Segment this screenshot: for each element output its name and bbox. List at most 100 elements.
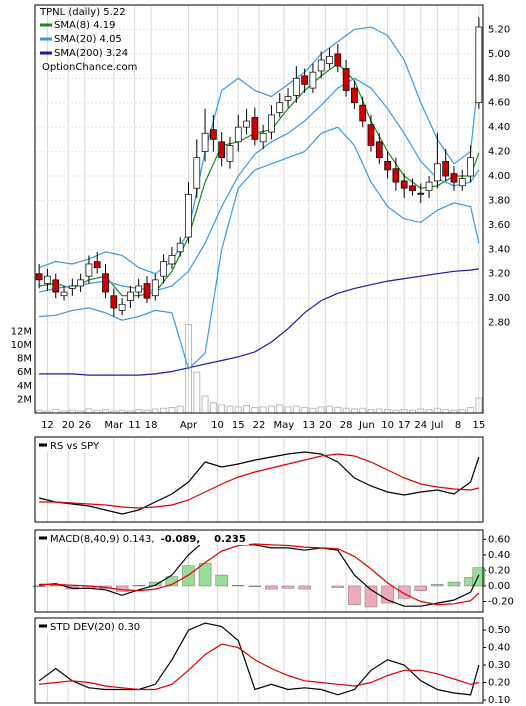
- x-tick-label: 10: [381, 420, 394, 431]
- y-tick-label: 0.20: [488, 565, 510, 576]
- volume-bar: [226, 405, 234, 414]
- volume-bar: [201, 395, 209, 414]
- candle-body: [284, 96, 292, 101]
- x-tick-label: Jun: [358, 420, 375, 431]
- y2-tick-label: 12M: [11, 326, 32, 337]
- candle-body: [434, 163, 441, 182]
- y-tick-label: 3.00: [488, 293, 510, 304]
- volume-bar: [292, 405, 300, 414]
- volume-bar: [193, 371, 201, 414]
- candle-body: [77, 279, 84, 287]
- panel-frame: [34, 4, 484, 414]
- histogram-bar: [248, 585, 262, 587]
- y2-tick-label: 2M: [17, 394, 32, 405]
- histogram-bar: [215, 574, 228, 587]
- histogram-bar: [281, 585, 295, 589]
- candle-body: [259, 132, 267, 143]
- legend-value: 0.235: [214, 534, 246, 545]
- histogram-bar: [431, 584, 444, 587]
- y-tick-label: 0.00: [488, 581, 510, 592]
- candle-body: [93, 261, 101, 268]
- volume-bar: [442, 409, 450, 414]
- candle-body: [442, 161, 450, 177]
- candle-body: [85, 263, 93, 277]
- candle-body: [68, 285, 76, 289]
- candle-body: [292, 77, 300, 96]
- volume-bar: [209, 402, 217, 414]
- series-line: [39, 539, 480, 607]
- y-tick-label: 4.20: [488, 147, 510, 158]
- histogram-bar: [182, 565, 195, 587]
- chart-title: TPNL (daily) 5.22: [39, 7, 126, 18]
- candle-body: [276, 102, 284, 113]
- y-tick-label: -0.20: [488, 597, 514, 608]
- annotation: OptionChance.com: [42, 62, 137, 73]
- histogram-bar: [32, 585, 46, 587]
- y-tick-label: 4.40: [488, 122, 510, 133]
- candle-body: [193, 157, 201, 189]
- legend-background: [36, 619, 150, 633]
- y-tick-label: 3.20: [488, 269, 510, 280]
- volume-bar: [102, 409, 110, 414]
- x-tick-label: 8: [455, 420, 461, 431]
- chart-title: MACD(8,40,9) 0.143,: [50, 534, 155, 545]
- y-tick-label: 4.60: [488, 98, 510, 109]
- legend-label: SMA(200) 3.24: [54, 48, 128, 59]
- candle-body: [475, 26, 483, 104]
- y-tick-label: 4.80: [488, 73, 510, 84]
- candle-body: [458, 178, 466, 187]
- x-tick-label: 15: [232, 420, 245, 431]
- candle-body: [326, 55, 333, 64]
- candle-body: [243, 120, 250, 128]
- candle-body: [342, 68, 350, 91]
- y-tick-label: 4.00: [488, 171, 510, 182]
- volume-bar: [85, 408, 93, 414]
- candle-body: [185, 193, 192, 238]
- volume-bar: [243, 405, 251, 414]
- panel-frame: [34, 436, 484, 523]
- volume-bar: [52, 409, 60, 414]
- histogram-bar: [298, 585, 311, 590]
- y-tick-label: 0.60: [488, 534, 510, 545]
- x-tick-label: 18: [145, 420, 158, 431]
- volume-bar: [267, 405, 275, 414]
- legend-value: -0.089,: [161, 534, 201, 545]
- candle-body: [52, 279, 60, 293]
- series-line: [38, 451, 480, 515]
- candle-body: [218, 141, 226, 159]
- volume-bar: [301, 407, 309, 414]
- y2-tick-label: 4M: [17, 381, 32, 392]
- series-line: [39, 453, 480, 509]
- legend-background: [36, 531, 249, 545]
- y-tick-label: 0.30: [488, 660, 510, 671]
- chart-title: STD DEV(20) 0.30: [50, 622, 140, 633]
- series-line: [38, 622, 480, 696]
- y-tick-label: 0.40: [488, 643, 510, 654]
- x-tick-label: Apr: [180, 420, 198, 431]
- volume-bar: [359, 407, 367, 414]
- histogram-bar: [132, 584, 145, 587]
- volume-bar: [425, 409, 433, 414]
- candle-body: [400, 180, 408, 189]
- panel-frame: [34, 617, 484, 704]
- volume-bar: [160, 407, 168, 414]
- y2-tick-label: 8M: [17, 354, 32, 365]
- candle-body: [467, 157, 474, 177]
- y-tick-label: 2.80: [488, 318, 510, 329]
- volume-bar: [309, 407, 317, 414]
- volume-bar: [168, 407, 176, 414]
- volume-bar: [317, 406, 325, 414]
- candle-body: [226, 145, 234, 162]
- x-tick-label: 20: [319, 420, 332, 431]
- histogram-bar: [198, 563, 212, 587]
- volume-bar: [176, 405, 184, 414]
- x-tick-label: May: [274, 420, 295, 431]
- volume-bar: [467, 407, 475, 414]
- x-tick-label: 15: [472, 420, 485, 431]
- histogram-bar: [397, 585, 411, 599]
- chart-title: RS vs SPY: [50, 441, 100, 452]
- histogram-bar: [331, 585, 345, 588]
- x-tick-label: 24: [414, 420, 427, 431]
- candle-body: [268, 114, 275, 133]
- y-tick-label: 5.00: [488, 49, 510, 60]
